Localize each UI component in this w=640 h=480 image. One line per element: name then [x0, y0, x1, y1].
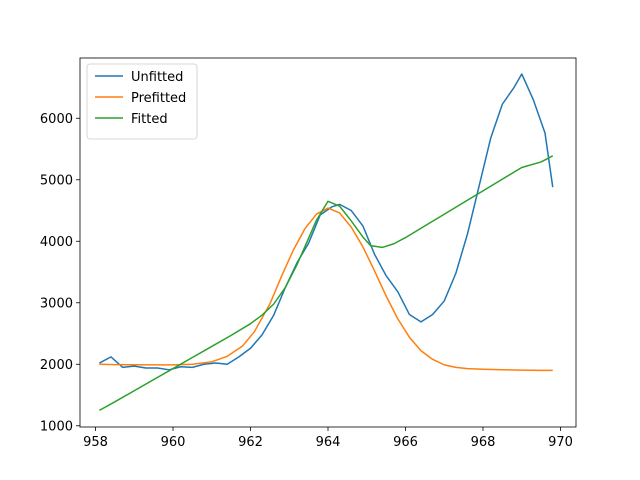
y-tick-label: 3000 [40, 296, 73, 311]
x-tick-label: 966 [393, 435, 418, 450]
plot-area [99, 73, 554, 412]
legend: Unfitted Prefitted Fitted [86, 63, 198, 140]
legend-label-prefitted: Prefitted [131, 91, 186, 106]
series-line-unfitted [99, 73, 554, 371]
legend-label-unfitted: Unfitted [131, 70, 183, 85]
x-tick-label: 968 [471, 435, 496, 450]
x-tick-label: 960 [161, 435, 186, 450]
y-tick-label: 1000 [40, 419, 73, 434]
y-tick-label: 6000 [40, 112, 73, 127]
y-tick-label: 2000 [40, 358, 73, 373]
x-tick-label: 958 [83, 435, 108, 450]
y-tick-label: 4000 [40, 235, 73, 250]
series-line-prefitted [99, 207, 553, 372]
legend-label-fitted: Fitted [131, 112, 168, 127]
x-tick-label: 962 [238, 435, 263, 450]
x-tick-label: 970 [548, 435, 573, 450]
series-line-fitted [99, 155, 554, 412]
axes: 958 960 962 964 966 968 970 1000 2000 3000 4000 500… [40, 57, 577, 450]
legend-box [86, 63, 198, 140]
y-tick-label: 5000 [40, 173, 73, 188]
x-tick-label: 964 [316, 435, 341, 450]
